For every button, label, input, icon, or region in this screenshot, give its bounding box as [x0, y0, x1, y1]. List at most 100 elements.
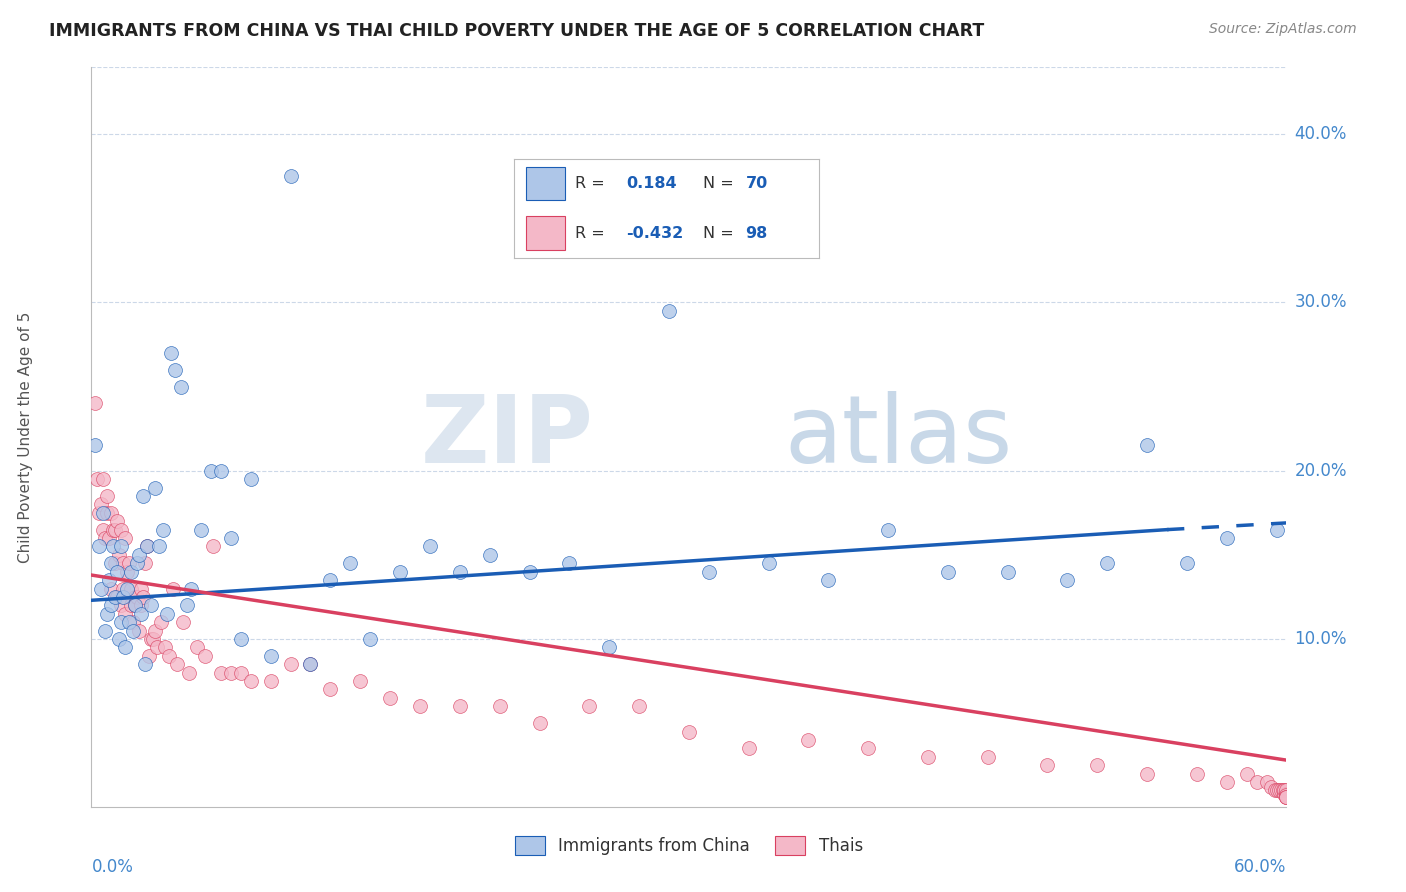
Point	[319, 682, 342, 697]
Point	[758, 556, 780, 570]
Point	[143, 481, 166, 495]
Point	[114, 607, 136, 621]
Text: 60.0%: 60.0%	[1234, 858, 1286, 876]
Point	[132, 590, 155, 604]
Point	[697, 565, 720, 579]
Point	[389, 565, 412, 579]
Point	[186, 640, 208, 655]
Point	[136, 540, 159, 554]
Point	[259, 648, 281, 663]
Point	[1271, 783, 1294, 797]
Point	[1274, 787, 1296, 801]
Point	[104, 556, 127, 570]
Text: R =: R =	[575, 226, 609, 241]
Point	[1085, 758, 1108, 772]
Point	[877, 523, 900, 537]
Point	[110, 523, 132, 537]
Point	[280, 657, 302, 672]
Point	[89, 540, 111, 554]
Point	[108, 632, 131, 646]
Point	[112, 590, 135, 604]
Point	[280, 169, 302, 184]
Point	[115, 582, 138, 596]
Point	[96, 607, 118, 621]
Point	[84, 438, 107, 452]
Text: 40.0%: 40.0%	[1295, 125, 1347, 144]
Point	[134, 657, 156, 672]
Point	[1274, 783, 1296, 797]
Point	[976, 749, 998, 764]
Point	[100, 506, 122, 520]
Point	[201, 540, 224, 554]
Point	[936, 565, 959, 579]
Point	[153, 640, 176, 655]
Text: 98: 98	[745, 226, 768, 241]
Point	[817, 573, 839, 587]
Text: 0.0%: 0.0%	[91, 858, 134, 876]
Point	[259, 674, 281, 689]
Point	[409, 699, 432, 714]
Point	[578, 699, 600, 714]
Point	[239, 472, 262, 486]
Point	[93, 506, 115, 520]
Point	[118, 615, 141, 630]
Point	[488, 699, 510, 714]
Point	[449, 699, 471, 714]
Point	[419, 540, 441, 554]
Text: 0.184: 0.184	[627, 176, 678, 191]
Point	[209, 464, 232, 478]
Point	[118, 556, 141, 570]
Point	[114, 531, 136, 545]
Point	[997, 565, 1019, 579]
Point	[1185, 766, 1208, 780]
Text: ZIP: ZIP	[420, 391, 593, 483]
Text: N =: N =	[703, 226, 738, 241]
Point	[1136, 438, 1159, 452]
Point	[180, 582, 202, 596]
Point	[170, 379, 193, 393]
Point	[1056, 573, 1078, 587]
Point	[229, 665, 252, 680]
Text: 70: 70	[745, 176, 768, 191]
Point	[1097, 556, 1119, 570]
Point	[129, 582, 152, 596]
Point	[162, 582, 184, 596]
Point	[134, 556, 156, 570]
Point	[129, 599, 152, 613]
Point	[150, 615, 173, 630]
Point	[122, 615, 145, 630]
Point	[1275, 790, 1298, 805]
Point	[339, 556, 361, 570]
Point	[132, 489, 155, 503]
Point	[129, 607, 152, 621]
Point	[152, 523, 174, 537]
Point	[90, 497, 112, 511]
Point	[127, 590, 149, 604]
Point	[105, 565, 128, 579]
Point	[449, 565, 471, 579]
Point	[160, 346, 183, 360]
Text: 20.0%: 20.0%	[1295, 462, 1347, 480]
Point	[239, 674, 262, 689]
Point	[519, 565, 541, 579]
Point	[1265, 523, 1288, 537]
Point	[104, 590, 127, 604]
Point	[1275, 789, 1298, 803]
Point	[93, 523, 115, 537]
Point	[678, 724, 700, 739]
Point	[1236, 766, 1258, 780]
Text: Source: ZipAtlas.com: Source: ZipAtlas.com	[1209, 22, 1357, 37]
Point	[1275, 790, 1298, 805]
Point	[112, 582, 135, 596]
Point	[93, 472, 115, 486]
Point	[98, 531, 121, 545]
Point	[110, 599, 132, 613]
Point	[1260, 780, 1282, 794]
Point	[103, 523, 125, 537]
Point	[136, 540, 159, 554]
Point	[1175, 556, 1198, 570]
Point	[100, 556, 122, 570]
Point	[141, 599, 162, 613]
Point	[86, 472, 108, 486]
Point	[658, 304, 681, 318]
